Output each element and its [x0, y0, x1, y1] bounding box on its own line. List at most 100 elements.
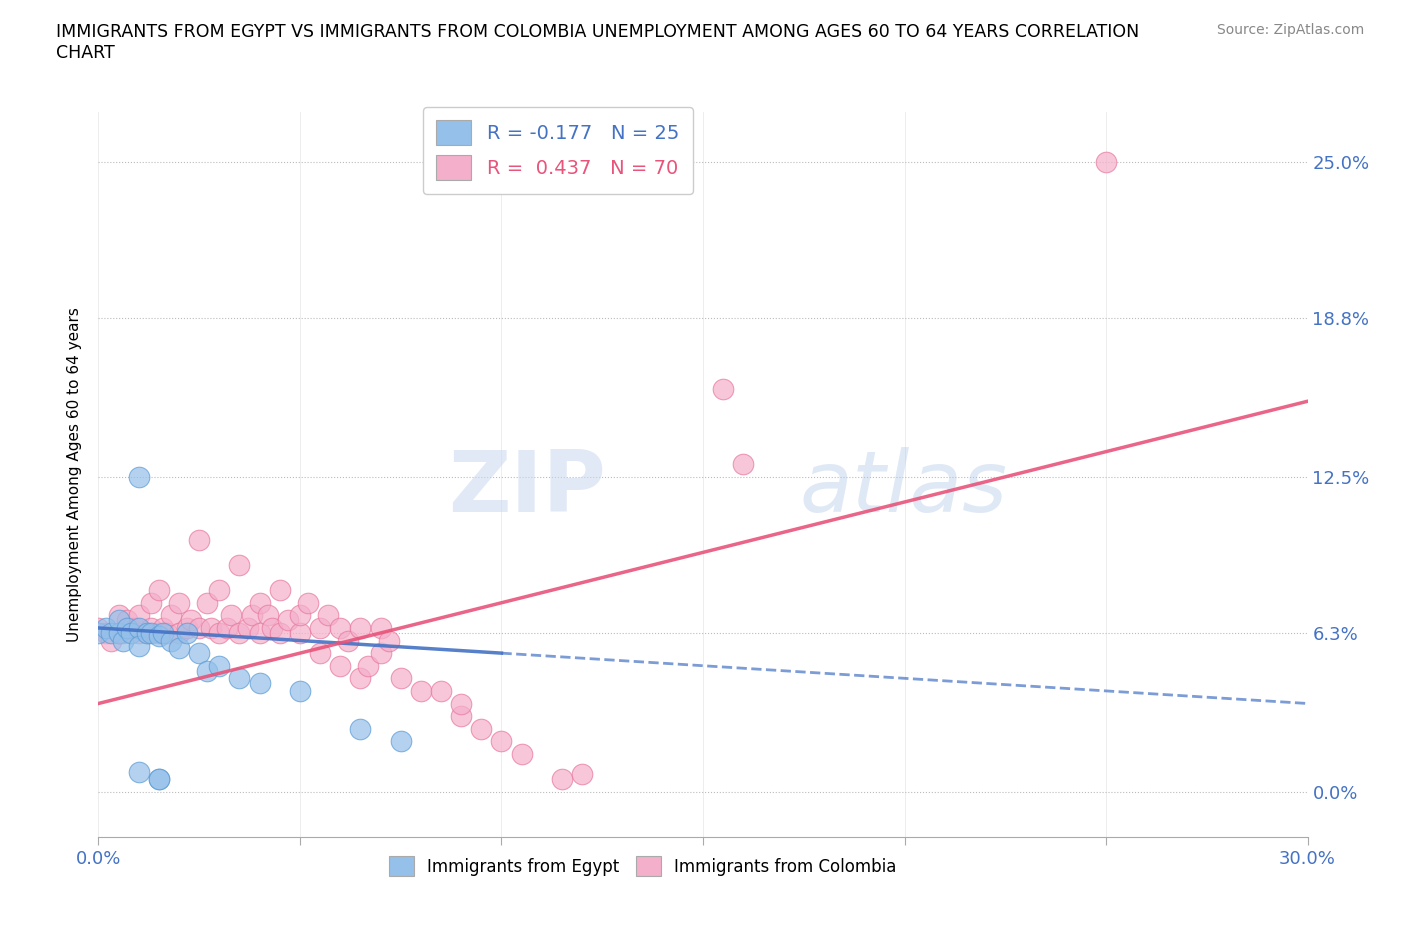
- Point: [152, 620, 174, 635]
- Point: [329, 620, 352, 635]
- Point: [176, 620, 198, 635]
- Point: [249, 595, 271, 610]
- Text: atlas: atlas: [800, 447, 1008, 530]
- Point: [200, 620, 222, 635]
- Point: [711, 381, 734, 396]
- Point: [120, 626, 142, 641]
- Point: [167, 626, 190, 641]
- Point: [124, 620, 146, 635]
- Point: [551, 772, 574, 787]
- Point: [135, 626, 157, 641]
- Point: [156, 626, 179, 641]
- Point: [256, 608, 278, 623]
- Point: [269, 583, 291, 598]
- Point: [377, 633, 399, 648]
- Point: [357, 658, 380, 673]
- Point: [195, 663, 218, 678]
- Point: [249, 626, 271, 641]
- Point: [128, 626, 150, 641]
- Point: [349, 722, 371, 737]
- Y-axis label: Unemployment Among Ages 60 to 64 years: Unemployment Among Ages 60 to 64 years: [67, 307, 83, 642]
- Point: [316, 608, 339, 623]
- Point: [188, 645, 211, 660]
- Point: [329, 658, 352, 673]
- Point: [100, 633, 122, 648]
- Point: [100, 626, 122, 641]
- Point: [228, 671, 250, 685]
- Point: [128, 764, 150, 779]
- Point: [288, 608, 311, 623]
- Point: [309, 645, 332, 660]
- Point: [349, 671, 371, 685]
- Point: [349, 620, 371, 635]
- Point: [221, 608, 243, 623]
- Point: [148, 626, 170, 641]
- Point: [128, 608, 150, 623]
- Point: [208, 658, 231, 673]
- Point: [510, 747, 533, 762]
- Point: [491, 734, 513, 749]
- Point: [260, 620, 283, 635]
- Point: [160, 633, 183, 648]
- Point: [450, 709, 472, 724]
- Point: [180, 613, 202, 628]
- Point: [128, 638, 150, 653]
- Point: [188, 620, 211, 635]
- Point: [208, 583, 231, 598]
- Point: [249, 676, 271, 691]
- Point: [96, 626, 118, 641]
- Point: [1095, 154, 1118, 169]
- Point: [160, 608, 183, 623]
- Point: [450, 696, 472, 711]
- Point: [139, 620, 162, 635]
- Point: [430, 684, 453, 698]
- Point: [107, 613, 129, 628]
- Point: [111, 626, 134, 641]
- Point: [148, 772, 170, 787]
- Point: [128, 470, 150, 485]
- Point: [571, 766, 593, 781]
- Point: [128, 620, 150, 635]
- Point: [120, 620, 142, 635]
- Point: [111, 633, 134, 648]
- Point: [370, 645, 392, 660]
- Point: [470, 722, 492, 737]
- Point: [107, 626, 129, 641]
- Point: [139, 626, 162, 641]
- Point: [188, 532, 211, 547]
- Point: [277, 613, 299, 628]
- Point: [288, 626, 311, 641]
- Point: [167, 641, 190, 656]
- Point: [236, 620, 259, 635]
- Point: [389, 671, 412, 685]
- Text: ZIP: ZIP: [449, 447, 606, 530]
- Point: [167, 595, 190, 610]
- Point: [148, 772, 170, 787]
- Point: [389, 734, 412, 749]
- Text: IMMIGRANTS FROM EGYPT VS IMMIGRANTS FROM COLOMBIA UNEMPLOYMENT AMONG AGES 60 TO : IMMIGRANTS FROM EGYPT VS IMMIGRANTS FROM…: [56, 23, 1139, 62]
- Point: [107, 608, 129, 623]
- Point: [297, 595, 319, 610]
- Point: [240, 608, 263, 623]
- Point: [195, 595, 218, 610]
- Point: [176, 626, 198, 641]
- Point: [269, 626, 291, 641]
- Point: [115, 620, 138, 635]
- Point: [87, 620, 110, 635]
- Point: [228, 626, 250, 641]
- Point: [148, 628, 170, 643]
- Point: [370, 620, 392, 635]
- Point: [87, 626, 110, 641]
- Point: [96, 620, 118, 635]
- Point: [733, 457, 755, 472]
- Text: Source: ZipAtlas.com: Source: ZipAtlas.com: [1216, 23, 1364, 37]
- Point: [228, 558, 250, 573]
- Point: [309, 620, 332, 635]
- Point: [288, 684, 311, 698]
- Point: [139, 595, 162, 610]
- Point: [148, 583, 170, 598]
- Point: [135, 626, 157, 641]
- Point: [409, 684, 432, 698]
- Point: [152, 626, 174, 641]
- Legend: Immigrants from Egypt, Immigrants from Colombia: Immigrants from Egypt, Immigrants from C…: [382, 849, 903, 884]
